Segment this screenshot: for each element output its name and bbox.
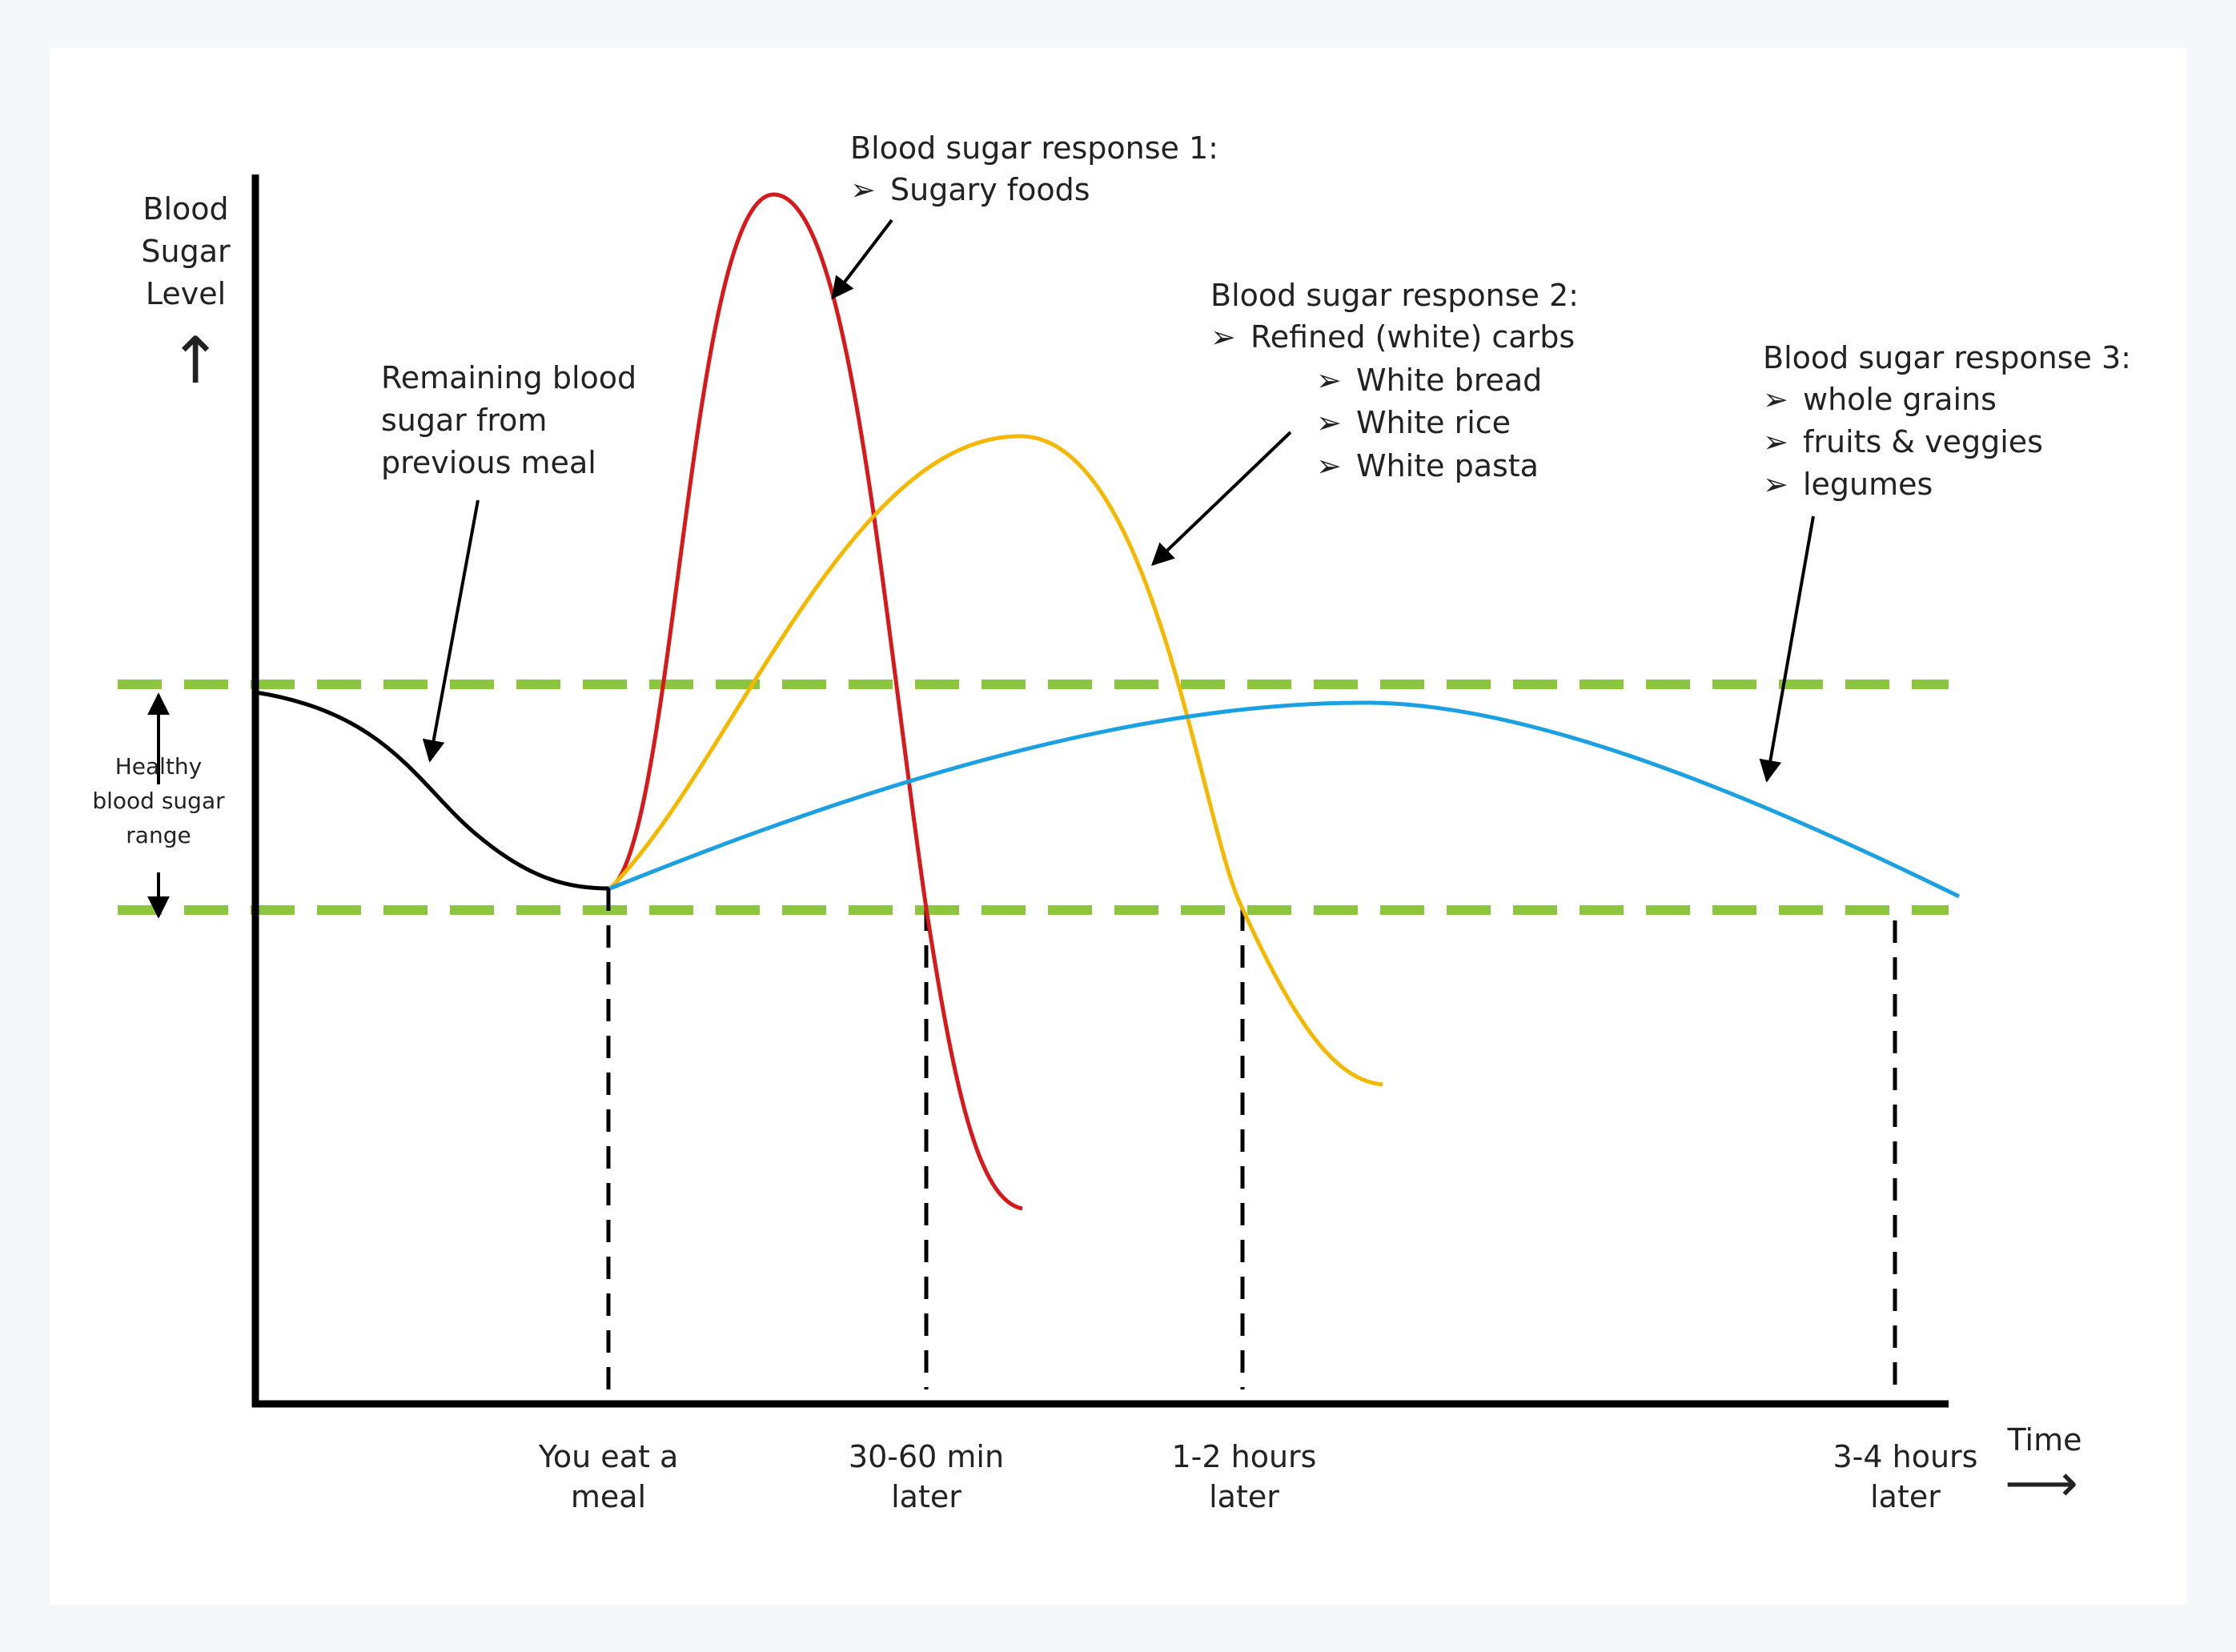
response-3-item: fruits & veggies xyxy=(1803,424,2043,459)
response-2-title: Blood sugar response 2: xyxy=(1210,278,1579,313)
y-axis-arrow-icon: ↑ xyxy=(168,323,222,398)
response-3-item: legumes xyxy=(1803,467,1933,502)
x-tick-label-1-2-line2: later xyxy=(1209,1479,1279,1514)
x-tick-label-1-2-line1: 1-2 hours xyxy=(1172,1439,1317,1474)
response-3-bullet-icon: ➢ xyxy=(1763,424,1788,459)
x-axis-label: Time xyxy=(2007,1422,2082,1458)
blood-sugar-diagram: Blood Sugar Level ↑ Healthy blood sugar … xyxy=(92,130,2131,1514)
response-2-item: Refined (white) carbs xyxy=(1250,319,1575,355)
x-tick-label-30-60-line1: 30-60 min xyxy=(849,1439,1004,1474)
response-3-title: Blood sugar response 3: xyxy=(1763,340,2131,375)
baseline-curve xyxy=(255,690,611,891)
healthy-range-label-line2: blood sugar xyxy=(92,788,225,814)
remaining-note-line2: sugar from xyxy=(381,403,547,438)
y-axis-label-line2: Sugar xyxy=(141,234,231,269)
response-2-curve xyxy=(608,434,1383,1087)
x-tick-label-30-60-line2: later xyxy=(891,1479,961,1514)
x-tick-label-3-4-line1: 3-4 hours xyxy=(1833,1439,1978,1474)
x-axis-arrow-icon: ⟶ xyxy=(2005,1454,2078,1514)
response-1-bullet-icon: ➢ xyxy=(850,172,876,207)
response-3-bullet-icon: ➢ xyxy=(1763,382,1788,417)
arrow-response-3 xyxy=(1759,515,1815,783)
response-1-curve xyxy=(608,192,1023,1211)
response-2-subitem: White bread xyxy=(1356,363,1542,398)
x-tick-label-meal-line2: meal xyxy=(571,1479,646,1514)
response-2-bullet-icon: ➢ xyxy=(1210,319,1236,355)
response-1-item: Sugary foods xyxy=(890,172,1090,207)
x-tick-label-meal-line1: You eat a xyxy=(538,1439,679,1474)
arrow-response-2 xyxy=(1150,431,1292,566)
response-2-sub-bullet-icon: ➢ xyxy=(1316,363,1342,398)
arrow-response-1 xyxy=(831,219,893,300)
arrow-remaining-note xyxy=(422,499,480,763)
healthy-range-label-line1: Healthy xyxy=(115,753,203,780)
response-3-bullet-icon: ➢ xyxy=(1763,467,1788,502)
healthy-range-label-line3: range xyxy=(126,822,191,848)
response-3-item: whole grains xyxy=(1803,382,1997,417)
remaining-note-line1: Remaining blood xyxy=(381,360,636,395)
y-axis-label-line3: Level xyxy=(146,276,226,311)
x-tick-label-3-4-line2: later xyxy=(1870,1479,1941,1514)
diagram-card: Blood Sugar Level ↑ Healthy blood sugar … xyxy=(50,48,2187,1605)
response-2-sub-bullet-icon: ➢ xyxy=(1316,448,1342,483)
response-2-sub-bullet-icon: ➢ xyxy=(1316,405,1342,440)
response-2-subitem: White rice xyxy=(1356,405,1511,440)
remaining-note-line3: previous meal xyxy=(381,445,596,480)
response-1-title: Blood sugar response 1: xyxy=(850,130,1218,166)
response-3-curve xyxy=(609,700,1961,899)
response-2-subitem: White pasta xyxy=(1356,448,1539,483)
y-axis-label-line1: Blood xyxy=(143,191,228,227)
